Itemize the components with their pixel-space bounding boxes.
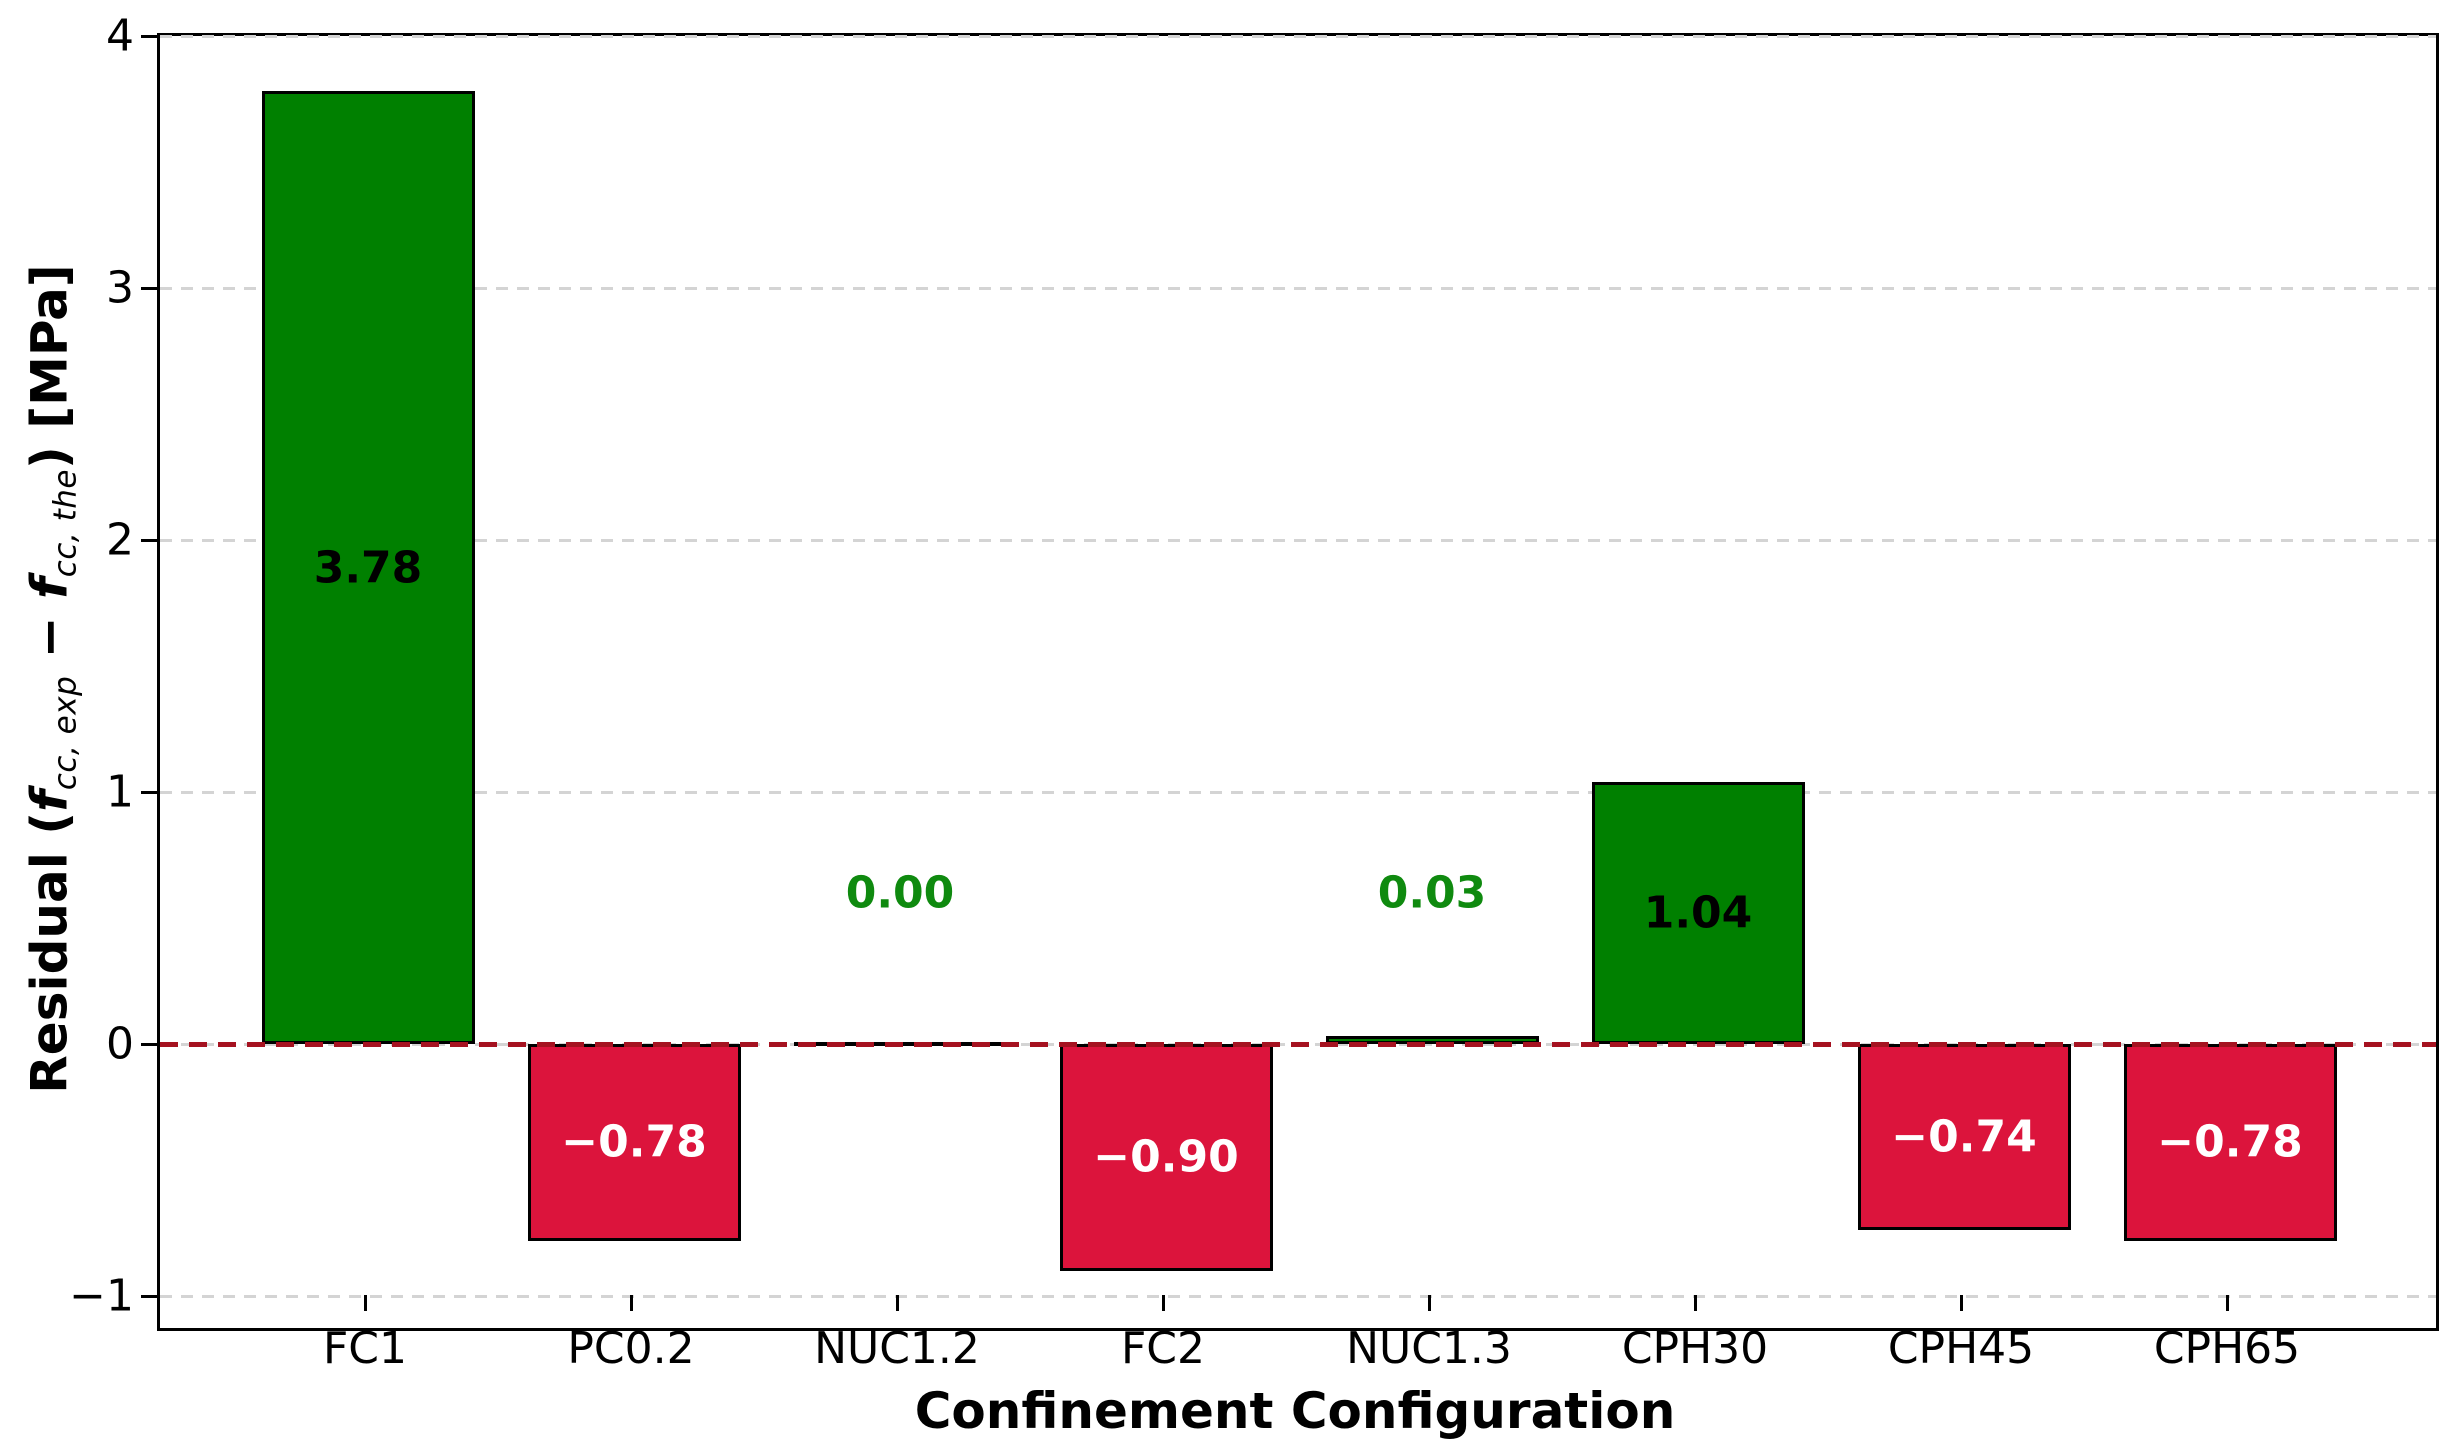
bar bbox=[2124, 1044, 2337, 1241]
y-axis-title-f-the: f bbox=[20, 577, 79, 599]
y-gridline bbox=[160, 1295, 2436, 1298]
x-tick-mark bbox=[1694, 1295, 1697, 1311]
x-tick-label: PC0.2 bbox=[567, 1323, 695, 1374]
bar bbox=[528, 1044, 741, 1241]
y-tick-mark bbox=[141, 791, 157, 794]
y-tick-label: 4 bbox=[106, 10, 134, 62]
y-axis-title-f-exp: f bbox=[20, 790, 79, 812]
bar-value-label: 0.00 bbox=[845, 867, 955, 919]
y-axis-title-minus: − bbox=[20, 598, 79, 676]
bar-value-label: −0.90 bbox=[1093, 1131, 1239, 1183]
bar-value-label: 1.04 bbox=[1643, 887, 1753, 939]
x-tick-label: FC1 bbox=[322, 1323, 408, 1374]
x-tick-mark bbox=[1162, 1295, 1165, 1311]
y-gridline bbox=[160, 35, 2436, 38]
bar bbox=[1592, 782, 1805, 1044]
y-tick-label: 3 bbox=[106, 262, 134, 314]
x-tick-label: CPH45 bbox=[1887, 1323, 2035, 1374]
y-tick-mark bbox=[141, 1295, 157, 1298]
y-tick-mark bbox=[141, 1043, 157, 1046]
y-tick-mark bbox=[141, 287, 157, 290]
x-tick-mark bbox=[2226, 1295, 2229, 1311]
x-tick-label: NUC1.2 bbox=[814, 1323, 980, 1374]
y-tick-label: 2 bbox=[106, 514, 134, 566]
x-tick-mark bbox=[1960, 1295, 1963, 1311]
y-tick-label: 0 bbox=[106, 1018, 134, 1070]
y-gridline bbox=[160, 539, 2436, 542]
bar-value-label: 0.03 bbox=[1377, 867, 1487, 919]
y-axis-title-prefix: Residual ( bbox=[20, 811, 79, 1094]
zero-line bbox=[160, 1042, 2436, 1047]
x-tick-mark bbox=[630, 1295, 633, 1311]
x-tick-label: CPH65 bbox=[2153, 1323, 2301, 1374]
bar-value-label: −0.74 bbox=[1891, 1111, 2037, 1163]
y-axis-title: Residual (fcc, exp − fcc, the) [MPa] bbox=[20, 264, 83, 1093]
y-axis-title-sub-exp: cc, exp bbox=[47, 675, 84, 791]
x-tick-label: CPH30 bbox=[1621, 1323, 1769, 1374]
y-gridline bbox=[160, 791, 2436, 794]
x-axis-title: Confinement Configuration bbox=[914, 1382, 1676, 1440]
y-tick-mark bbox=[141, 35, 157, 38]
plot-area: 3.78 −0.78 0.00 −0.90 0.03 1.04 −0.74 −0.78 4 3 2 1… bbox=[69, 11, 2439, 1331]
y-axis-title-suffix: ) [MPa] bbox=[20, 264, 79, 470]
bar bbox=[262, 91, 475, 1044]
x-tick-label: NUC1.3 bbox=[1346, 1323, 1512, 1374]
y-tick-label: −1 bbox=[69, 1270, 134, 1322]
x-tick-mark bbox=[1428, 1295, 1431, 1311]
y-gridline bbox=[160, 287, 2436, 290]
x-tick-mark bbox=[896, 1295, 899, 1311]
bar-value-label: −0.78 bbox=[561, 1116, 707, 1168]
bar-value-label: −0.78 bbox=[2157, 1116, 2303, 1168]
bar-value-label: 3.78 bbox=[313, 542, 423, 594]
y-tick-label: 1 bbox=[106, 766, 134, 818]
x-tick-mark bbox=[364, 1295, 367, 1311]
x-tick-label: FC2 bbox=[1120, 1323, 1206, 1374]
y-tick-mark bbox=[141, 539, 157, 542]
y-axis-title-sub-the: cc, the bbox=[47, 469, 84, 578]
